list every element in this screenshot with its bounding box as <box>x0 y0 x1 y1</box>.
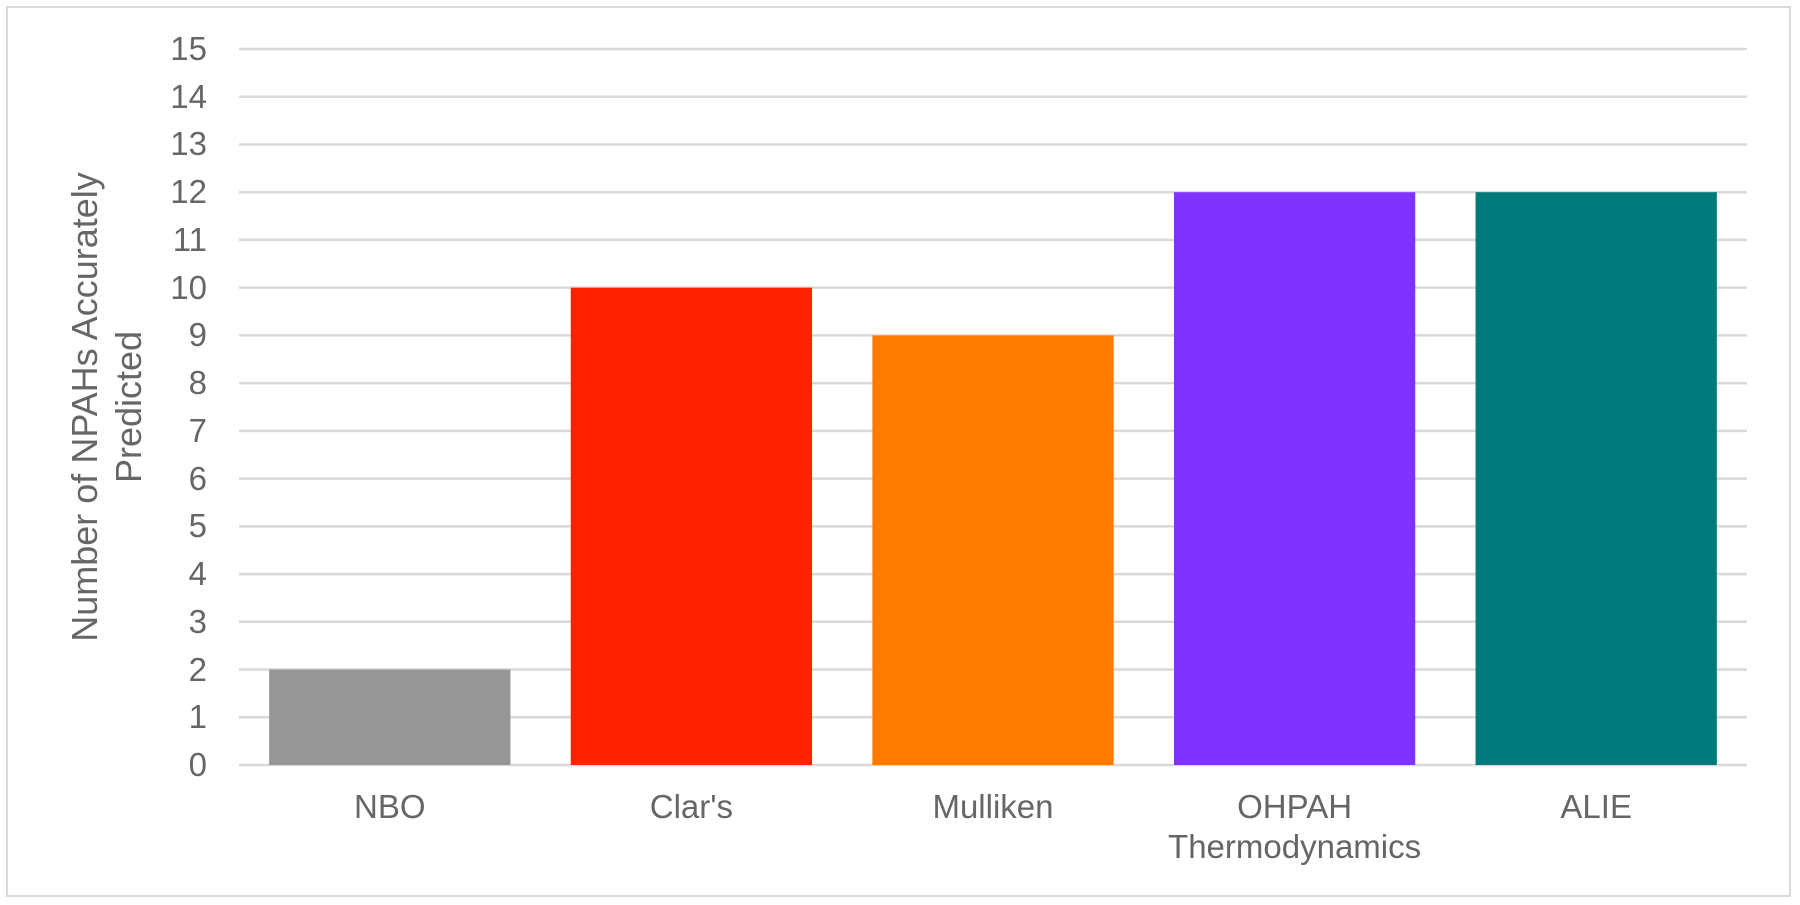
y-tick-label: 3 <box>188 602 207 640</box>
y-tick-label: 1 <box>188 698 207 736</box>
x-tick-label: ALIE <box>1560 788 1632 825</box>
y-tick-label: 9 <box>188 316 207 354</box>
y-tick-label: 11 <box>172 220 207 258</box>
bar <box>872 335 1114 765</box>
y-tick-label: 7 <box>188 411 207 449</box>
y-tick-label: 2 <box>188 650 207 688</box>
x-tick-label: NBO <box>354 788 426 825</box>
y-tick-label: 0 <box>188 746 207 783</box>
x-tick-label: Clar's <box>649 788 734 825</box>
y-tick-label: 4 <box>188 555 207 593</box>
y-tick-label: 5 <box>188 507 207 545</box>
bar <box>1475 192 1717 765</box>
x-tick-label: Mulliken <box>932 788 1054 825</box>
bar <box>1173 192 1416 765</box>
y-tick-label: 14 <box>170 77 207 115</box>
bar <box>570 287 813 765</box>
chart-frame <box>6 6 1791 897</box>
y-axis-label: Number of NPAHs Accurately Predicted <box>64 172 149 642</box>
y-tick-label: 8 <box>188 364 207 402</box>
x-tick-label: OHPAH Thermodynamics <box>1168 788 1422 865</box>
y-tick-label: 15 <box>170 30 207 67</box>
y-tick-label: 12 <box>170 173 207 211</box>
y-tick-label: 6 <box>188 459 207 497</box>
bar <box>269 669 511 765</box>
y-tick-label: 13 <box>170 125 207 163</box>
y-tick-label: 10 <box>170 268 207 306</box>
